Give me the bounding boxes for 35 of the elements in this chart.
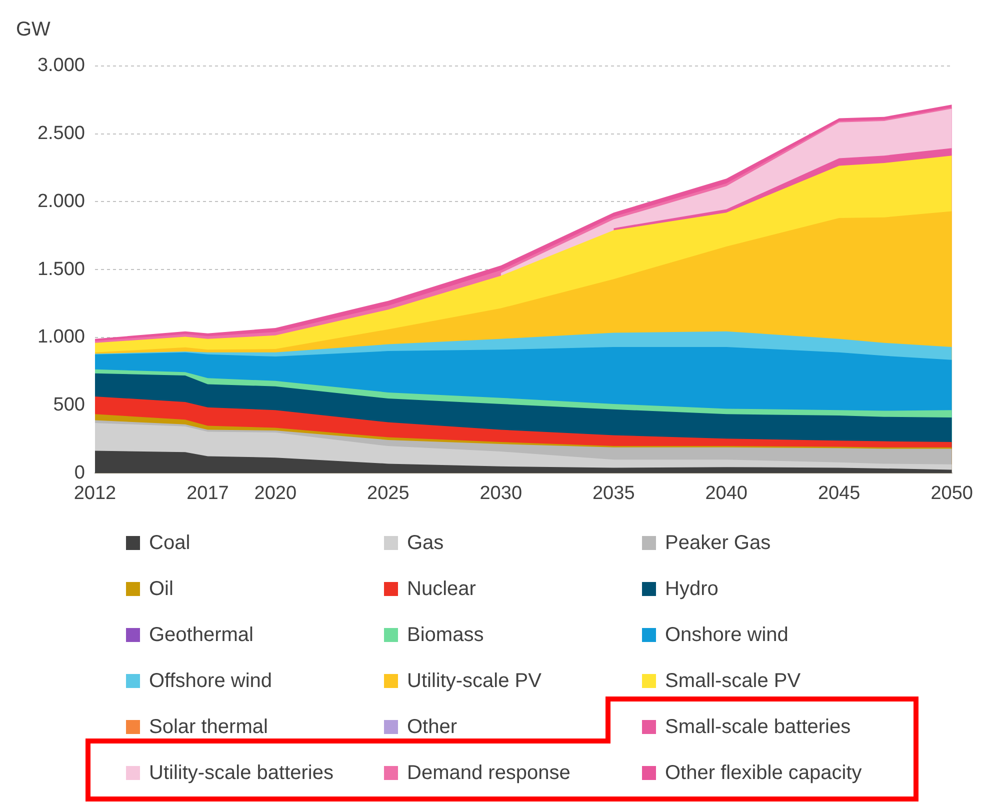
legend-label: Gas <box>407 532 444 554</box>
x-tick-label: 2045 <box>818 482 860 504</box>
legend-label: Utility-scale batteries <box>149 762 334 784</box>
y-tick-label: 2.500 <box>37 123 85 144</box>
legend-label: Coal <box>149 532 190 554</box>
legend-label: Geothermal <box>149 624 254 646</box>
legend-label: Nuclear <box>407 578 476 600</box>
y-tick-label: 3.000 <box>37 55 85 76</box>
legend-label: Biomass <box>407 624 484 646</box>
x-tick-label: 2030 <box>480 482 522 504</box>
legend-label: Onshore wind <box>665 624 788 646</box>
y-tick-label: 1.500 <box>37 258 85 280</box>
y-tick-label: 1.000 <box>37 326 85 348</box>
x-tick-label: 2025 <box>367 482 410 504</box>
x-tick-label: 2020 <box>254 482 297 504</box>
x-tick-label: 2017 <box>186 482 229 504</box>
legend-label: Other flexible capacity <box>665 762 862 784</box>
legend-label: Utility-scale PV <box>407 670 542 692</box>
y-tick-label: 0 <box>74 462 85 484</box>
x-tick-label: 2012 <box>74 482 116 504</box>
legend-label: Peaker Gas <box>665 532 771 554</box>
x-tick-label: 2050 <box>930 482 974 504</box>
x-tick-label: 2035 <box>592 482 635 504</box>
y-tick-label: 2.000 <box>37 190 85 212</box>
y-axis-title: GW <box>16 18 51 41</box>
legend-label: Small-scale PV <box>665 670 801 692</box>
legend-label: Hydro <box>665 578 718 600</box>
y-tick-label: 500 <box>53 394 85 416</box>
legend-label: Solar thermal <box>149 716 268 738</box>
legend-label: Offshore wind <box>149 670 272 692</box>
legend-label: Oil <box>149 578 174 600</box>
legend-label: Demand response <box>407 762 570 784</box>
legend-label: Other <box>407 716 458 738</box>
legend-label: Small-scale batteries <box>665 716 851 738</box>
x-tick-label: 2040 <box>705 482 748 504</box>
